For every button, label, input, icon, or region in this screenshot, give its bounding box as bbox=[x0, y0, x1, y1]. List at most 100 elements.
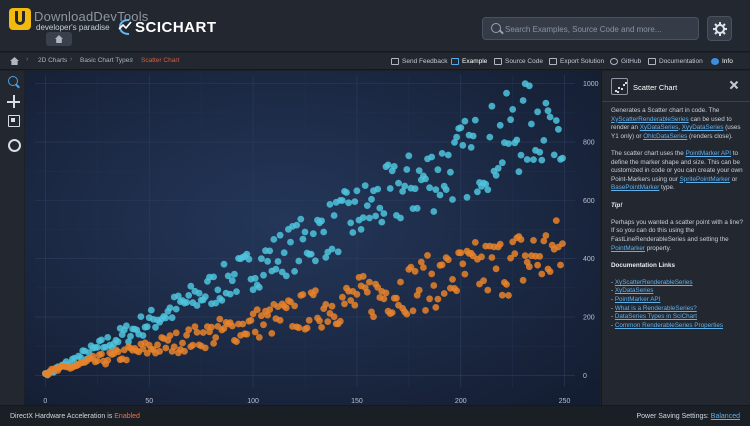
scatter-point bbox=[397, 278, 404, 286]
search-input[interactable] bbox=[505, 21, 695, 37]
close-icon[interactable] bbox=[729, 80, 739, 90]
scatter-point bbox=[123, 356, 130, 364]
scatter-point bbox=[507, 116, 514, 124]
scatter-point bbox=[378, 218, 386, 226]
scatter-point bbox=[345, 199, 352, 207]
scatter-point bbox=[228, 322, 236, 330]
scatter-point bbox=[139, 345, 147, 353]
github-button[interactable]: GitHub bbox=[610, 56, 641, 67]
export-solution-button[interactable]: Export Solution bbox=[549, 56, 604, 67]
scatter-point bbox=[201, 344, 209, 352]
zoom-icon[interactable] bbox=[7, 75, 21, 89]
power-saving-link[interactable]: Balanced bbox=[710, 413, 740, 420]
export-solution-label: Export Solution bbox=[560, 58, 605, 65]
scatter-point bbox=[353, 290, 361, 298]
scatter-point bbox=[540, 237, 548, 245]
breadcrumb-2d-charts[interactable]: 2D Charts bbox=[38, 57, 68, 64]
scatter-point bbox=[216, 315, 224, 323]
scatter-point bbox=[89, 352, 97, 360]
panel-body: Generates a Scatter chart in code. The X… bbox=[611, 107, 745, 330]
chart-canvas[interactable]: 0 50 100 150 200 250 0 200 400 600 800 1000 bbox=[25, 71, 600, 405]
doc-link[interactable]: What is a RenderableSeries? bbox=[614, 304, 697, 312]
scatter-point bbox=[484, 186, 492, 194]
scatter-point bbox=[480, 277, 487, 285]
link-pointmarker-api[interactable]: PointMarker API bbox=[685, 149, 732, 157]
scatter-point bbox=[519, 276, 527, 284]
scatter-point bbox=[243, 250, 251, 258]
scatter-point bbox=[228, 277, 236, 285]
doc-link[interactable]: XyScatterRenderableSeries bbox=[614, 278, 693, 286]
link-pointmarker[interactable]: PointMarker bbox=[611, 244, 645, 252]
scatter-point bbox=[430, 208, 438, 215]
scatter-point bbox=[370, 313, 377, 321]
doc-link[interactable]: XyDataSeries bbox=[614, 287, 654, 295]
scatter-point bbox=[156, 348, 164, 355]
status-label: DirectX Hardware Acceleration is bbox=[10, 413, 115, 420]
home-button[interactable] bbox=[46, 32, 72, 46]
search-box[interactable] bbox=[482, 17, 699, 40]
scatter-point bbox=[143, 323, 151, 331]
scatter-point bbox=[328, 245, 336, 253]
scatter-point bbox=[276, 316, 284, 324]
scatter-point bbox=[453, 287, 460, 295]
y-tick-label: 0 bbox=[583, 373, 587, 380]
scatter-point bbox=[210, 273, 218, 281]
scatter-point bbox=[166, 304, 174, 312]
watermark-logo-icon bbox=[9, 8, 31, 30]
scatter-point bbox=[168, 314, 176, 322]
scatter-point bbox=[363, 288, 371, 296]
scatter-point bbox=[347, 219, 355, 227]
scatter-point bbox=[444, 151, 452, 159]
scatter-point bbox=[339, 197, 346, 204]
link-ohlcdataseries[interactable]: OhlcDataSeries bbox=[643, 132, 688, 140]
scatter-point bbox=[534, 108, 541, 116]
scatter-point bbox=[316, 317, 323, 325]
link-xydataseries[interactable]: XyDataSeries bbox=[639, 124, 679, 132]
chart-toolbar bbox=[0, 71, 24, 405]
list-item: XyScatterRenderableSeries bbox=[611, 279, 745, 288]
tab-info[interactable]: Info bbox=[711, 56, 733, 67]
scatter-point bbox=[382, 289, 390, 297]
zoom-extents-icon[interactable] bbox=[7, 114, 21, 128]
link-xyscatterrenderableseries[interactable]: XyScatterRenderableSeries bbox=[611, 115, 689, 123]
chart-axes: 0 50 100 150 200 250 0 200 400 600 800 1000 bbox=[43, 81, 598, 405]
doc-link[interactable]: DataSeries Types in SciChart bbox=[614, 313, 697, 321]
scatter-point bbox=[185, 326, 193, 334]
scatter-point bbox=[299, 235, 307, 243]
scatter-point bbox=[496, 240, 504, 248]
scatter-point bbox=[303, 324, 311, 332]
tab-example[interactable]: Example bbox=[451, 56, 487, 67]
scatter-point bbox=[264, 311, 271, 319]
scatter-point bbox=[351, 198, 359, 205]
send-feedback-button[interactable]: Send Feedback bbox=[391, 56, 448, 67]
scatter-point bbox=[336, 317, 344, 325]
scatter-point bbox=[376, 204, 384, 212]
scatter-point bbox=[544, 107, 552, 115]
doc-link[interactable]: Common RenderableSeries Properties bbox=[614, 321, 724, 329]
documentation-button[interactable]: Documentation bbox=[648, 56, 703, 67]
scatter-point bbox=[492, 171, 500, 179]
scatter-point bbox=[399, 188, 406, 195]
scatter-point bbox=[542, 232, 550, 239]
tab-source-code[interactable]: Source Code bbox=[494, 56, 543, 67]
scatter-point bbox=[474, 188, 481, 196]
home-icon[interactable] bbox=[10, 57, 19, 65]
link-spritepointmarker[interactable]: SpritePointMarker bbox=[679, 175, 730, 183]
pan-icon[interactable] bbox=[7, 95, 21, 109]
scatter-point bbox=[287, 238, 294, 246]
scatter-point bbox=[411, 267, 419, 275]
scatter-point bbox=[440, 290, 448, 297]
link-xyydataseries[interactable]: XyyDataSeries bbox=[681, 124, 724, 132]
scatter-point bbox=[503, 89, 510, 97]
y-tick-label: 200 bbox=[583, 315, 595, 322]
link-basepointmarker[interactable]: BasePointMarker bbox=[611, 184, 660, 192]
scatter-point bbox=[515, 168, 523, 176]
scatter-point bbox=[343, 189, 350, 196]
theme-toggle-icon[interactable] bbox=[7, 138, 21, 152]
scatter-point bbox=[494, 164, 502, 172]
scatter-chart[interactable]: 0 50 100 150 200 250 0 200 400 600 800 1000 bbox=[25, 71, 600, 405]
settings-button[interactable] bbox=[707, 16, 732, 41]
doc-link[interactable]: PointMarker API bbox=[614, 296, 661, 304]
scatter-point bbox=[366, 278, 373, 286]
breadcrumb-basic-chart-types[interactable]: Basic Chart Types bbox=[80, 57, 133, 64]
